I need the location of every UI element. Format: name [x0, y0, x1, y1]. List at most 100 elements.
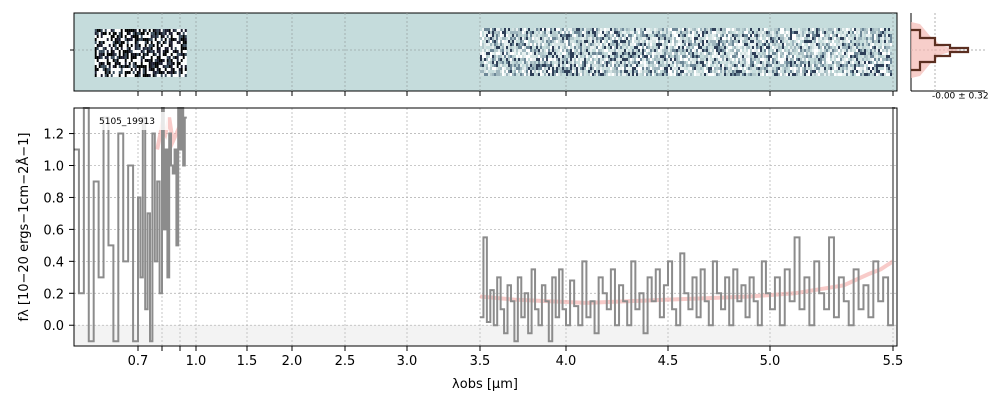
spectrum-2d-red-cell — [752, 37, 754, 40]
spectrum-2d-red-cell — [876, 55, 878, 58]
spectrum-2d-blue-cell — [132, 35, 135, 38]
spectrum-2d-red-cell — [590, 58, 592, 61]
spectrum-2d-red-cell — [494, 28, 496, 31]
spectrum-2d-red-cell — [780, 37, 782, 40]
spectrum-2d-red-cell — [634, 52, 636, 55]
spectrum-2d-blue-cell — [122, 50, 125, 53]
spectrum-2d-red-cell — [888, 43, 890, 46]
spectrum-2d-red-cell — [760, 34, 762, 37]
spectrum-2d-red-cell — [496, 73, 498, 76]
spectrum-2d-red-cell — [696, 43, 698, 46]
spectrum-2d-red-cell — [696, 28, 698, 31]
spectrum-2d-red-cell — [672, 46, 674, 49]
spectrum-2d-red-cell — [516, 43, 518, 46]
spectrum-2d-blue-cell — [156, 50, 159, 53]
spectrum-2d-red-cell — [514, 70, 516, 73]
spectrum-2d-red-cell — [654, 58, 656, 61]
spectrum-2d-blue-cell — [122, 65, 125, 68]
spectrum-2d-blue-cell — [128, 32, 131, 35]
spectrum-2d-red-cell — [768, 70, 770, 73]
spectrum-2d-red-cell — [582, 61, 584, 64]
spectrum-2d-red-cell — [768, 37, 770, 40]
spectrum-2d-blue-cell — [144, 68, 147, 71]
spectrum-2d-red-cell — [486, 58, 488, 61]
spectrum-2d-red-cell — [838, 61, 840, 64]
spectrum-2d-red-cell — [502, 37, 504, 40]
spectrum-2d-red-cell — [788, 43, 790, 46]
spectrum-2d-red-cell — [836, 52, 838, 55]
spectrum-2d-red-cell — [708, 28, 710, 31]
spectrum-2d-blue-cell — [100, 53, 103, 56]
spectrum-2d-red-cell — [614, 43, 616, 46]
spectrum-2d-red-cell — [610, 55, 612, 58]
spectrum-2d-red-cell — [868, 73, 870, 76]
spectrum-2d-red-cell — [758, 31, 760, 34]
spectrum-2d-red-cell — [674, 58, 676, 61]
spectrum-2d-red-cell — [578, 31, 580, 34]
spectrum-2d-red-cell — [804, 49, 806, 52]
spectrum-2d-red-cell — [850, 64, 852, 67]
spectrum-2d-red-cell — [534, 40, 536, 43]
spectrum-2d-red-cell — [754, 37, 756, 40]
spectrum-2d-red-cell — [588, 28, 590, 31]
spectrum-2d-red-cell — [522, 34, 524, 37]
spectrum-2d-red-cell — [734, 34, 736, 37]
spectrum-2d-red-cell — [664, 73, 666, 76]
spectrum-2d-blue-cell — [136, 32, 139, 35]
spectrum-2d-red-cell — [834, 43, 836, 46]
spectrum-2d-blue-cell — [174, 41, 177, 44]
spectrum-2d-red-cell — [836, 67, 838, 70]
spectrum-2d-red-cell — [574, 73, 576, 76]
spectrum-2d-red-cell — [828, 64, 830, 67]
spectrum-2d-blue-cell — [156, 59, 159, 62]
spectrum-2d-red-cell — [632, 34, 634, 37]
spectrum-2d-red-cell — [762, 67, 764, 70]
spectrum-2d-blue-cell — [114, 29, 117, 32]
spectrum-2d-red-cell — [566, 40, 568, 43]
spectrum-2d-red-cell — [656, 43, 658, 46]
spectrum-2d-blue-cell — [184, 29, 187, 32]
spectrum-2d-blue-cell — [160, 44, 163, 47]
spectrum-2d-blue-cell — [140, 53, 143, 56]
spectrum-2d-red-cell — [496, 67, 498, 70]
spectrum-2d-red-cell — [674, 49, 676, 52]
spectrum-2d-red-cell — [734, 46, 736, 49]
spectrum-2d-red-cell — [870, 34, 872, 37]
spectrum-2d-red-cell — [614, 37, 616, 40]
spectrum-2d-red-cell — [570, 40, 572, 43]
spectrum-2d-red-cell — [546, 52, 548, 55]
spectrum-2d-red-cell — [812, 67, 814, 70]
spectrum-2d-red-cell — [672, 64, 674, 67]
spectrum-2d-red-cell — [860, 43, 862, 46]
spectrum-2d-red-cell — [766, 55, 768, 58]
spectrum-2d-blue-cell — [182, 47, 185, 50]
zero-shade — [74, 325, 897, 346]
spectrum-2d-red-cell — [492, 61, 494, 64]
spectrum-2d-blue-cell — [136, 44, 139, 47]
spectrum-2d-red-cell — [612, 46, 614, 49]
spectrum-2d-red-cell — [794, 52, 796, 55]
spectrum-2d-red-cell — [676, 64, 678, 67]
spectrum-2d-red-cell — [652, 34, 654, 37]
spectrum-2d-red-cell — [886, 34, 888, 37]
spectrum-2d-red-cell — [710, 43, 712, 46]
spectrum-2d-red-cell — [658, 28, 660, 31]
spectrum-2d-red-cell — [608, 55, 610, 58]
spectrum-2d-red-cell — [794, 31, 796, 34]
spectrum-2d-red-cell — [616, 58, 618, 61]
spectrum-2d-red-cell — [510, 52, 512, 55]
spectrum-2d-blue-cell — [180, 59, 183, 62]
spectrum-2d-blue-cell — [166, 62, 169, 65]
spectrum-2d-red-cell — [512, 40, 514, 43]
spectrum-2d-red-cell — [750, 64, 752, 67]
spectrum-2d-red-cell — [638, 64, 640, 67]
data-step-line — [74, 107, 187, 343]
spectrum-2d-red-cell — [538, 55, 540, 58]
spectrum-2d-red-cell — [868, 46, 870, 49]
spectrum-2d-red-cell — [862, 28, 864, 31]
spectrum-2d-blue-cell — [128, 29, 131, 32]
spectrum-2d-red-cell — [874, 70, 876, 73]
spectrum-2d-red-cell — [672, 73, 674, 76]
spectrum-2d-red-cell — [814, 34, 816, 37]
spectrum-2d-blue-cell — [166, 53, 169, 56]
